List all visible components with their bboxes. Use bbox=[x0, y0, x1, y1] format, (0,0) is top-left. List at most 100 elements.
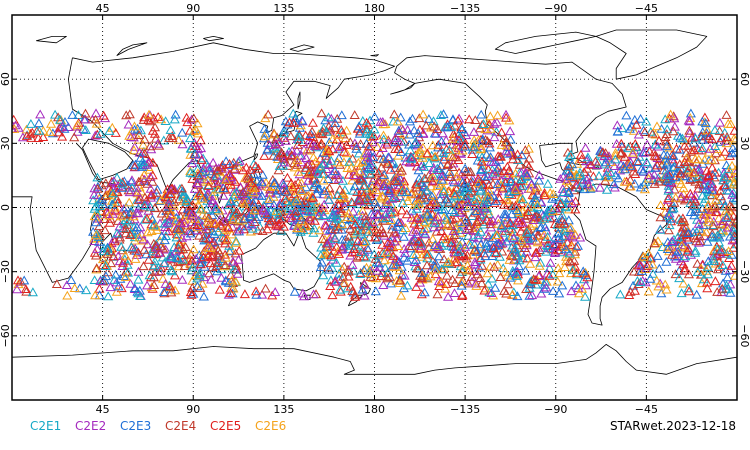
station-marker bbox=[123, 216, 134, 226]
station-marker bbox=[169, 114, 180, 124]
station-marker bbox=[299, 197, 310, 207]
station-marker bbox=[104, 126, 115, 135]
station-marker bbox=[279, 125, 290, 135]
station-marker bbox=[416, 214, 427, 223]
station-marker bbox=[212, 165, 223, 175]
station-marker bbox=[182, 194, 193, 203]
station-marker bbox=[268, 199, 279, 209]
legend-entry: C2E5 bbox=[210, 419, 241, 433]
station-marker bbox=[135, 176, 146, 186]
station-marker bbox=[80, 125, 91, 134]
station-marker bbox=[468, 127, 479, 136]
station-marker bbox=[193, 220, 204, 229]
coast-novaya-zemlya bbox=[116, 42, 148, 56]
station-marker bbox=[416, 238, 427, 248]
station-marker bbox=[710, 276, 721, 286]
station-marker bbox=[301, 153, 312, 162]
station-marker bbox=[505, 126, 516, 136]
station-marker bbox=[713, 213, 724, 223]
station-marker bbox=[225, 245, 236, 255]
station-marker bbox=[372, 216, 383, 226]
station-marker bbox=[322, 174, 334, 183]
station-marker bbox=[675, 168, 686, 178]
station-marker bbox=[688, 145, 699, 155]
station-marker bbox=[414, 198, 425, 208]
station-marker bbox=[513, 275, 524, 285]
station-marker bbox=[347, 286, 358, 295]
station-marker bbox=[336, 192, 347, 201]
station-marker bbox=[548, 239, 559, 249]
station-marker bbox=[90, 290, 101, 300]
station-marker bbox=[649, 238, 660, 248]
station-marker bbox=[567, 264, 578, 274]
station-marker bbox=[423, 114, 434, 123]
station-marker bbox=[517, 180, 528, 190]
station-marker bbox=[547, 193, 558, 203]
station-marker bbox=[634, 259, 645, 269]
station-marker bbox=[536, 288, 547, 298]
right-tick-label: −60 bbox=[738, 324, 750, 347]
station-marker bbox=[495, 272, 506, 281]
station-marker bbox=[185, 133, 196, 143]
station-marker bbox=[690, 176, 701, 186]
station-marker bbox=[491, 248, 502, 258]
station-marker bbox=[232, 268, 243, 278]
station-marker bbox=[213, 205, 225, 215]
station-marker bbox=[492, 259, 503, 269]
station-marker bbox=[430, 264, 441, 274]
station-marker bbox=[542, 205, 553, 215]
station-marker bbox=[679, 140, 690, 150]
station-marker bbox=[416, 180, 428, 190]
station-marker bbox=[701, 184, 712, 193]
top-tick-label: −135 bbox=[450, 2, 480, 15]
station-marker bbox=[677, 217, 688, 227]
station-marker bbox=[617, 123, 628, 133]
station-marker bbox=[399, 252, 410, 262]
station-marker bbox=[559, 262, 570, 271]
station-marker bbox=[189, 137, 200, 147]
station-marker bbox=[185, 254, 196, 264]
station-marker bbox=[300, 220, 312, 230]
station-marker bbox=[425, 181, 437, 191]
station-marker bbox=[324, 264, 335, 274]
station-marker bbox=[47, 128, 58, 138]
station-marker bbox=[216, 272, 227, 282]
station-marker bbox=[655, 200, 666, 209]
station-marker bbox=[229, 189, 240, 199]
station-marker bbox=[724, 231, 736, 241]
station-marker bbox=[522, 201, 533, 211]
station-marker bbox=[339, 201, 350, 211]
left-tick-label: 30 bbox=[0, 136, 12, 150]
station-marker bbox=[664, 220, 675, 230]
station-marker bbox=[358, 191, 369, 201]
station-marker bbox=[177, 191, 189, 201]
station-marker bbox=[33, 133, 44, 142]
station-marker bbox=[534, 170, 545, 180]
station-marker bbox=[662, 244, 673, 253]
station-marker bbox=[172, 253, 183, 263]
station-marker bbox=[390, 261, 401, 271]
station-marker bbox=[661, 141, 672, 151]
station-marker bbox=[668, 151, 679, 160]
station-marker bbox=[502, 148, 513, 158]
station-marker bbox=[300, 205, 311, 215]
station-marker bbox=[590, 156, 601, 166]
station-marker bbox=[228, 283, 239, 293]
station-marker bbox=[498, 166, 509, 176]
station-marker bbox=[636, 265, 647, 275]
station-marker bbox=[221, 174, 232, 184]
station-marker bbox=[269, 177, 280, 187]
station-marker bbox=[137, 157, 148, 167]
station-marker bbox=[650, 129, 661, 139]
station-marker bbox=[292, 140, 303, 149]
station-marker bbox=[318, 270, 329, 280]
station-marker bbox=[693, 237, 704, 247]
station-marker bbox=[385, 241, 396, 251]
station-marker bbox=[205, 243, 216, 252]
station-marker bbox=[186, 210, 197, 220]
station-marker bbox=[263, 109, 274, 119]
station-marker bbox=[147, 176, 158, 186]
station-marker bbox=[710, 148, 722, 158]
station-marker bbox=[117, 182, 128, 192]
